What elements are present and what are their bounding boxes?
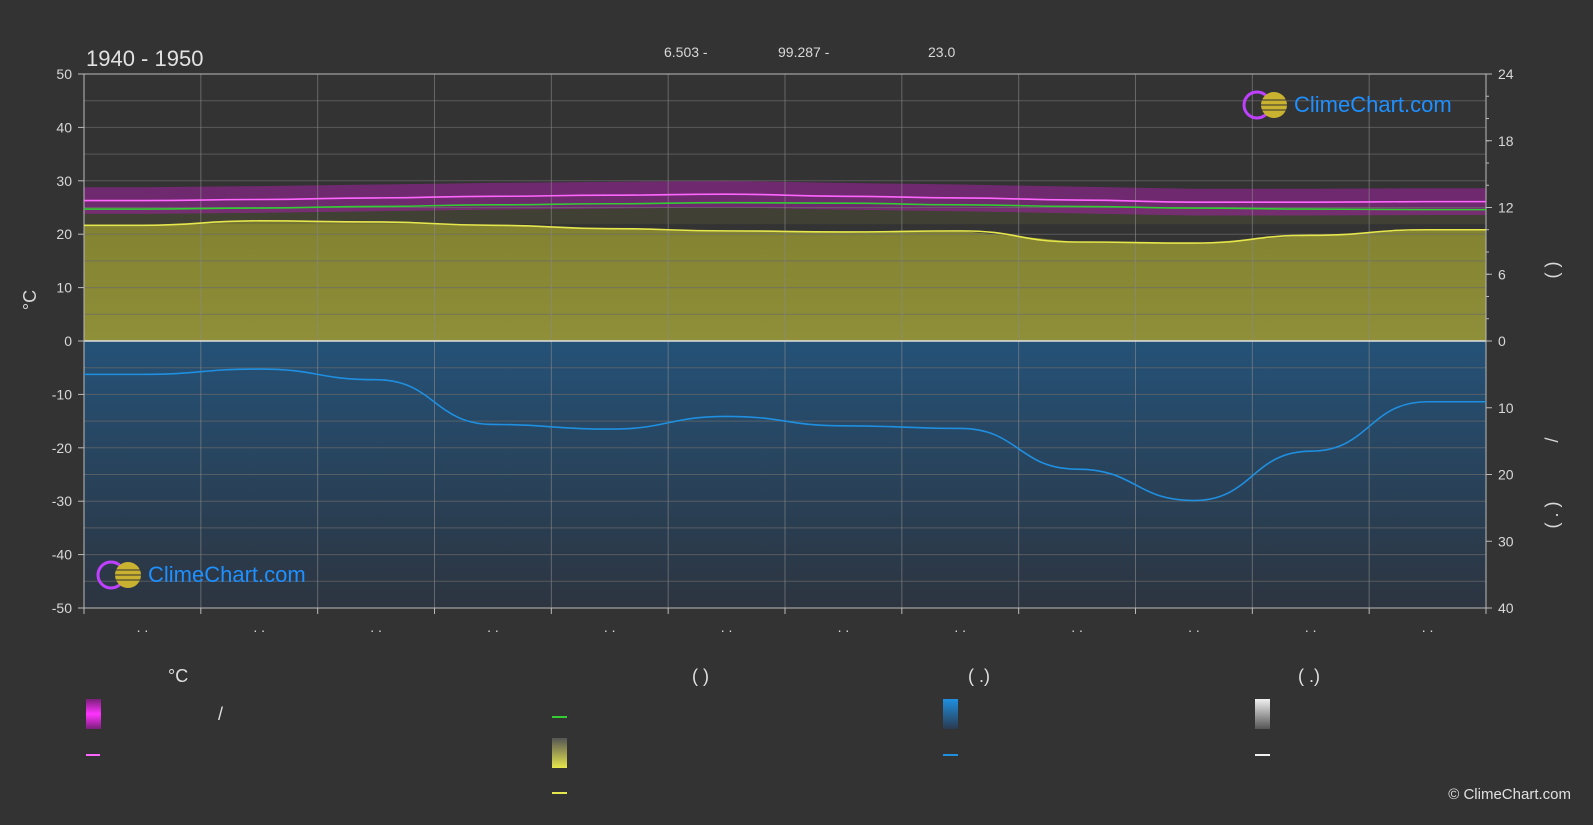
left-tick-label: -40 bbox=[52, 547, 72, 563]
sunshine-line bbox=[84, 220, 1486, 244]
legend-snow-swatch bbox=[1255, 699, 1270, 729]
legend-sunshine-swatch bbox=[552, 738, 567, 768]
logo-top: ClimeChart.com bbox=[1240, 88, 1452, 122]
temp_max_mean-line bbox=[83, 193, 1486, 203]
month-label: . . bbox=[1188, 619, 1200, 635]
month-label: . . bbox=[1305, 619, 1317, 635]
month-label: . . bbox=[137, 619, 149, 635]
right-tick-label: 18 bbox=[1498, 133, 1514, 149]
legend-rain-header: ( .) bbox=[968, 666, 990, 686]
month-label: . . bbox=[954, 619, 966, 635]
right-axis-side-label: / bbox=[1542, 437, 1562, 442]
right-tick-label: 30 bbox=[1498, 533, 1514, 549]
elevation-label: 23.0 bbox=[928, 44, 956, 60]
month-label: . . bbox=[838, 619, 850, 635]
left-tick-label: -10 bbox=[52, 386, 72, 402]
left-tick-label: 30 bbox=[56, 173, 72, 189]
right-axis-side-label: ( ) bbox=[1542, 262, 1562, 279]
legend-snow-header: ( .) bbox=[1298, 666, 1320, 686]
legend-temp-header: °C bbox=[168, 666, 189, 686]
latitude-label: 6.503 - bbox=[664, 44, 708, 60]
logo-icon bbox=[1242, 90, 1287, 120]
month-label: . . bbox=[604, 619, 616, 635]
right-tick-label: 10 bbox=[1498, 400, 1514, 416]
right-tick-label: 12 bbox=[1498, 200, 1514, 216]
left-tick-label: -50 bbox=[52, 600, 72, 616]
logo-text: ClimeChart.com bbox=[1294, 92, 1452, 117]
left-tick-label: -30 bbox=[52, 493, 72, 509]
logo-text: ClimeChart.com bbox=[148, 562, 306, 587]
month-label: . . bbox=[487, 619, 499, 635]
month-label: . . bbox=[1071, 619, 1083, 635]
legend-rain-line bbox=[943, 754, 958, 756]
month-label: . . bbox=[253, 619, 265, 635]
right-tick-label: 24 bbox=[1498, 66, 1514, 82]
left-tick-label: 40 bbox=[56, 119, 72, 135]
left-axis-unit: °C bbox=[20, 290, 40, 310]
left-tick-label: 0 bbox=[64, 333, 72, 349]
right-tick-label: 6 bbox=[1498, 266, 1506, 282]
legend-temp-range-swatch bbox=[86, 699, 101, 729]
month-label: . . bbox=[370, 619, 382, 635]
left-tick-label: -20 bbox=[52, 440, 72, 456]
logo-icon bbox=[96, 560, 141, 590]
legend-slash: / bbox=[218, 704, 224, 724]
temp_mean-line bbox=[84, 201, 1486, 211]
legend-sun-header: ( ) bbox=[692, 666, 709, 686]
month-label: . . bbox=[721, 619, 733, 635]
left-tick-label: 10 bbox=[56, 280, 72, 296]
right-tick-label: 0 bbox=[1498, 333, 1506, 349]
legend-sunshine-line bbox=[552, 792, 567, 794]
legend-snow-line bbox=[1255, 754, 1270, 756]
precipitation-line bbox=[84, 368, 1486, 502]
legend-rain-swatch bbox=[943, 699, 958, 729]
longitude-label: 99.287 - bbox=[778, 44, 830, 60]
legend-temp-mean-line bbox=[552, 716, 567, 718]
legend-temp-max-line bbox=[86, 754, 100, 756]
left-tick-label: 50 bbox=[56, 66, 72, 82]
chart-title: 1940 - 1950 bbox=[86, 46, 204, 71]
copyright: © ClimeChart.com bbox=[1448, 786, 1571, 803]
right-axis-side-label: ( . ) bbox=[1542, 502, 1562, 529]
month-label: . . bbox=[1422, 619, 1434, 635]
left-tick-label: 20 bbox=[56, 226, 72, 242]
right-tick-label: 20 bbox=[1498, 467, 1514, 483]
logo-bottom: ClimeChart.com bbox=[94, 558, 306, 592]
right-tick-label: 40 bbox=[1498, 600, 1514, 616]
